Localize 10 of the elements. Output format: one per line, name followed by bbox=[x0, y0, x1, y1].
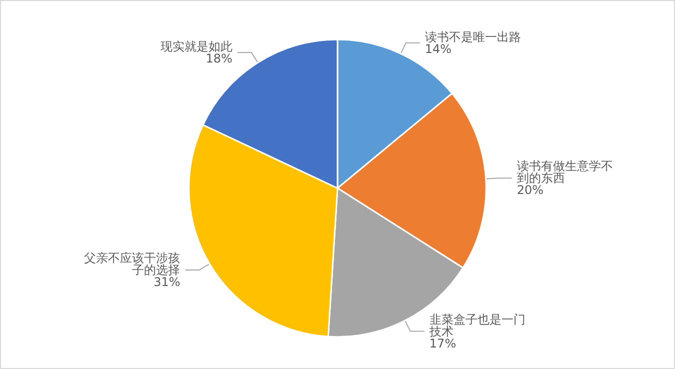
data-label: 18% bbox=[206, 52, 232, 66]
data-label: 17% bbox=[429, 336, 456, 350]
data-label: 14% bbox=[424, 42, 452, 56]
slice-label: 读书有做生意学不到的东西 bbox=[516, 159, 613, 186]
slice-label: 现实就是如此 bbox=[160, 40, 232, 54]
slice-label: 父亲不应该干涉孩子的选择 bbox=[84, 250, 180, 277]
slice-label: 读书不是唯一出路 bbox=[424, 30, 521, 44]
slice-label: 韭菜盒子也是一门技术 bbox=[428, 312, 526, 338]
data-label: 20% bbox=[516, 183, 544, 198]
data-label: 31% bbox=[154, 274, 180, 289]
